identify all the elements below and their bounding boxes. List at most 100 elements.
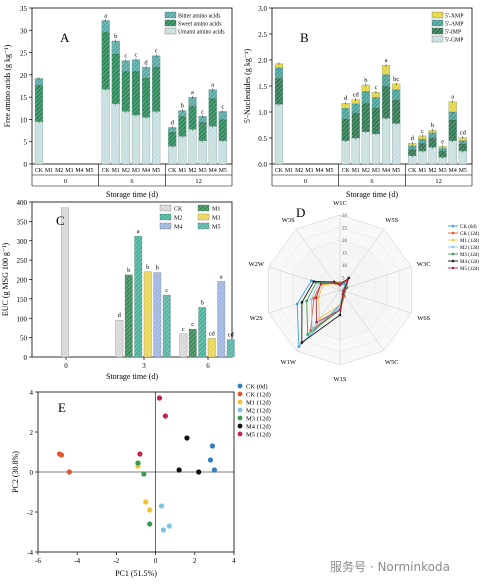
bar-hatch <box>168 146 177 164</box>
radar-point <box>347 276 351 280</box>
legend-hatch <box>432 36 443 42</box>
radar-point <box>341 292 345 296</box>
radar-axis-label: W3S <box>282 217 295 224</box>
legend-label: 5'-IMP <box>445 30 461 36</box>
y-tick-label: 350 <box>17 218 28 226</box>
y-tick-label: 0 <box>30 469 34 477</box>
x-tick-label: M1 <box>112 168 120 174</box>
legend-marker <box>237 423 243 429</box>
significance-letter: b <box>156 265 159 272</box>
panel-c-euc: 0 50 100 150 200 250 300 350 400 EUC (g MSG 100 g… <box>1 199 235 381</box>
x-tick-label: M2 <box>362 168 370 174</box>
bar-hatch <box>101 89 110 164</box>
panel-a-free-amino-acids: 0 5 10 15 20 25 30 35 Free amino acids (g kg⁻¹) C… <box>3 5 233 199</box>
bar-hatch <box>392 123 401 164</box>
panel-letter-c: C <box>56 213 65 228</box>
panel-b-nucleotides: 0.0 0.5 1.0 1.5 2.0 2.5 3.0 5'-Nucleotides (g k… <box>243 5 473 199</box>
x-tick-label: M1 <box>352 168 360 174</box>
radar-tick-label: 25 <box>342 227 348 232</box>
bar-hatch <box>418 151 427 164</box>
group-time-label: 6 <box>130 178 134 185</box>
x-tick-label: 2 <box>193 557 197 565</box>
x-tick-label: CK <box>168 168 177 174</box>
radar-point <box>310 279 313 283</box>
pca-point <box>156 395 163 401</box>
bar-hatch <box>382 86 390 119</box>
significance-letter: d <box>411 135 415 142</box>
legend-label: CK <box>174 207 183 213</box>
group-time-label: 12 <box>195 178 202 185</box>
bar-hatch <box>35 85 43 122</box>
radar-point <box>310 327 314 330</box>
bar-hatch <box>372 107 380 134</box>
legend-hatch <box>160 205 171 211</box>
legend-marker <box>237 391 243 397</box>
significance-letter: a <box>211 82 214 89</box>
significance-letter: a <box>220 273 223 280</box>
significance-letter: b <box>431 122 434 129</box>
bar-hatch <box>208 126 217 164</box>
y-tick-label: 1.5 <box>258 83 267 91</box>
radar-axis-label: W5C <box>385 359 399 366</box>
y-tick-label: 20 <box>20 72 28 80</box>
bar-hatch <box>101 20 110 33</box>
bar-hatch <box>275 67 283 79</box>
radar-point <box>312 297 316 300</box>
bar-hatch <box>458 140 467 144</box>
bar-hatch <box>178 136 187 164</box>
bar-hatch <box>115 320 123 357</box>
legend-marker <box>451 231 455 235</box>
bar-hatch <box>408 149 417 156</box>
significance-letter: a <box>191 89 194 96</box>
x-tick-label: CK <box>342 168 351 174</box>
significance-letter: d <box>144 59 148 66</box>
legend-label: M2 <box>174 216 182 222</box>
bar-hatch <box>121 60 130 72</box>
bar-hatch <box>448 119 457 141</box>
bar-hatch <box>134 236 142 357</box>
x-axis-label: Storage time (d) <box>346 190 398 199</box>
significance-letter: a <box>451 94 454 101</box>
y-tick-label: -4 <box>27 549 33 557</box>
bar-hatch <box>351 138 360 164</box>
legend-label: M5 (12d) <box>246 432 271 439</box>
legend-label: M3 <box>212 216 220 222</box>
bar-hatch <box>35 121 43 164</box>
legend-hatch <box>165 28 176 34</box>
bar-hatch <box>418 139 427 144</box>
y-tick-label: -2 <box>27 509 33 517</box>
radar-point <box>300 301 304 304</box>
bar-hatch <box>218 111 227 120</box>
pca-point <box>58 452 65 458</box>
significance-letter: a <box>385 57 388 64</box>
radar-axis-label: W2S <box>250 315 263 322</box>
bar-hatch <box>121 111 130 164</box>
x-tick-label: 0 <box>154 557 158 565</box>
x-axis-label: PC1 (51.5%) <box>115 569 157 578</box>
legend-marker <box>451 224 455 228</box>
significance-letter: cd <box>460 129 467 136</box>
legend-marker <box>237 415 243 421</box>
pca-point <box>184 435 190 441</box>
significance-letter: c <box>421 128 424 135</box>
bar-hatch <box>152 55 161 67</box>
bar-hatch <box>35 78 43 86</box>
significance-letter: b <box>127 267 130 274</box>
bar-hatch <box>351 113 360 138</box>
bar-hatch <box>448 101 457 112</box>
y-axis-label: PC2 (30.8%) <box>11 451 20 493</box>
watermark-text: 服务号 · Norminkoda <box>330 560 450 574</box>
bar-hatch <box>428 132 437 138</box>
radar-point <box>297 345 301 348</box>
radar-point <box>319 282 323 286</box>
x-tick-label: M1 <box>418 168 426 174</box>
y-tick-label: 2.5 <box>258 31 267 39</box>
y-tick-label: 0.0 <box>258 161 267 169</box>
radar-point <box>338 283 342 287</box>
pca-point <box>160 527 167 533</box>
bar-hatch <box>198 307 206 357</box>
radar-axis-label: W2W <box>249 261 265 268</box>
x-tick-label: M3 <box>305 168 313 174</box>
legend-hatch <box>198 205 209 211</box>
group-time-label: 6 <box>370 178 374 185</box>
